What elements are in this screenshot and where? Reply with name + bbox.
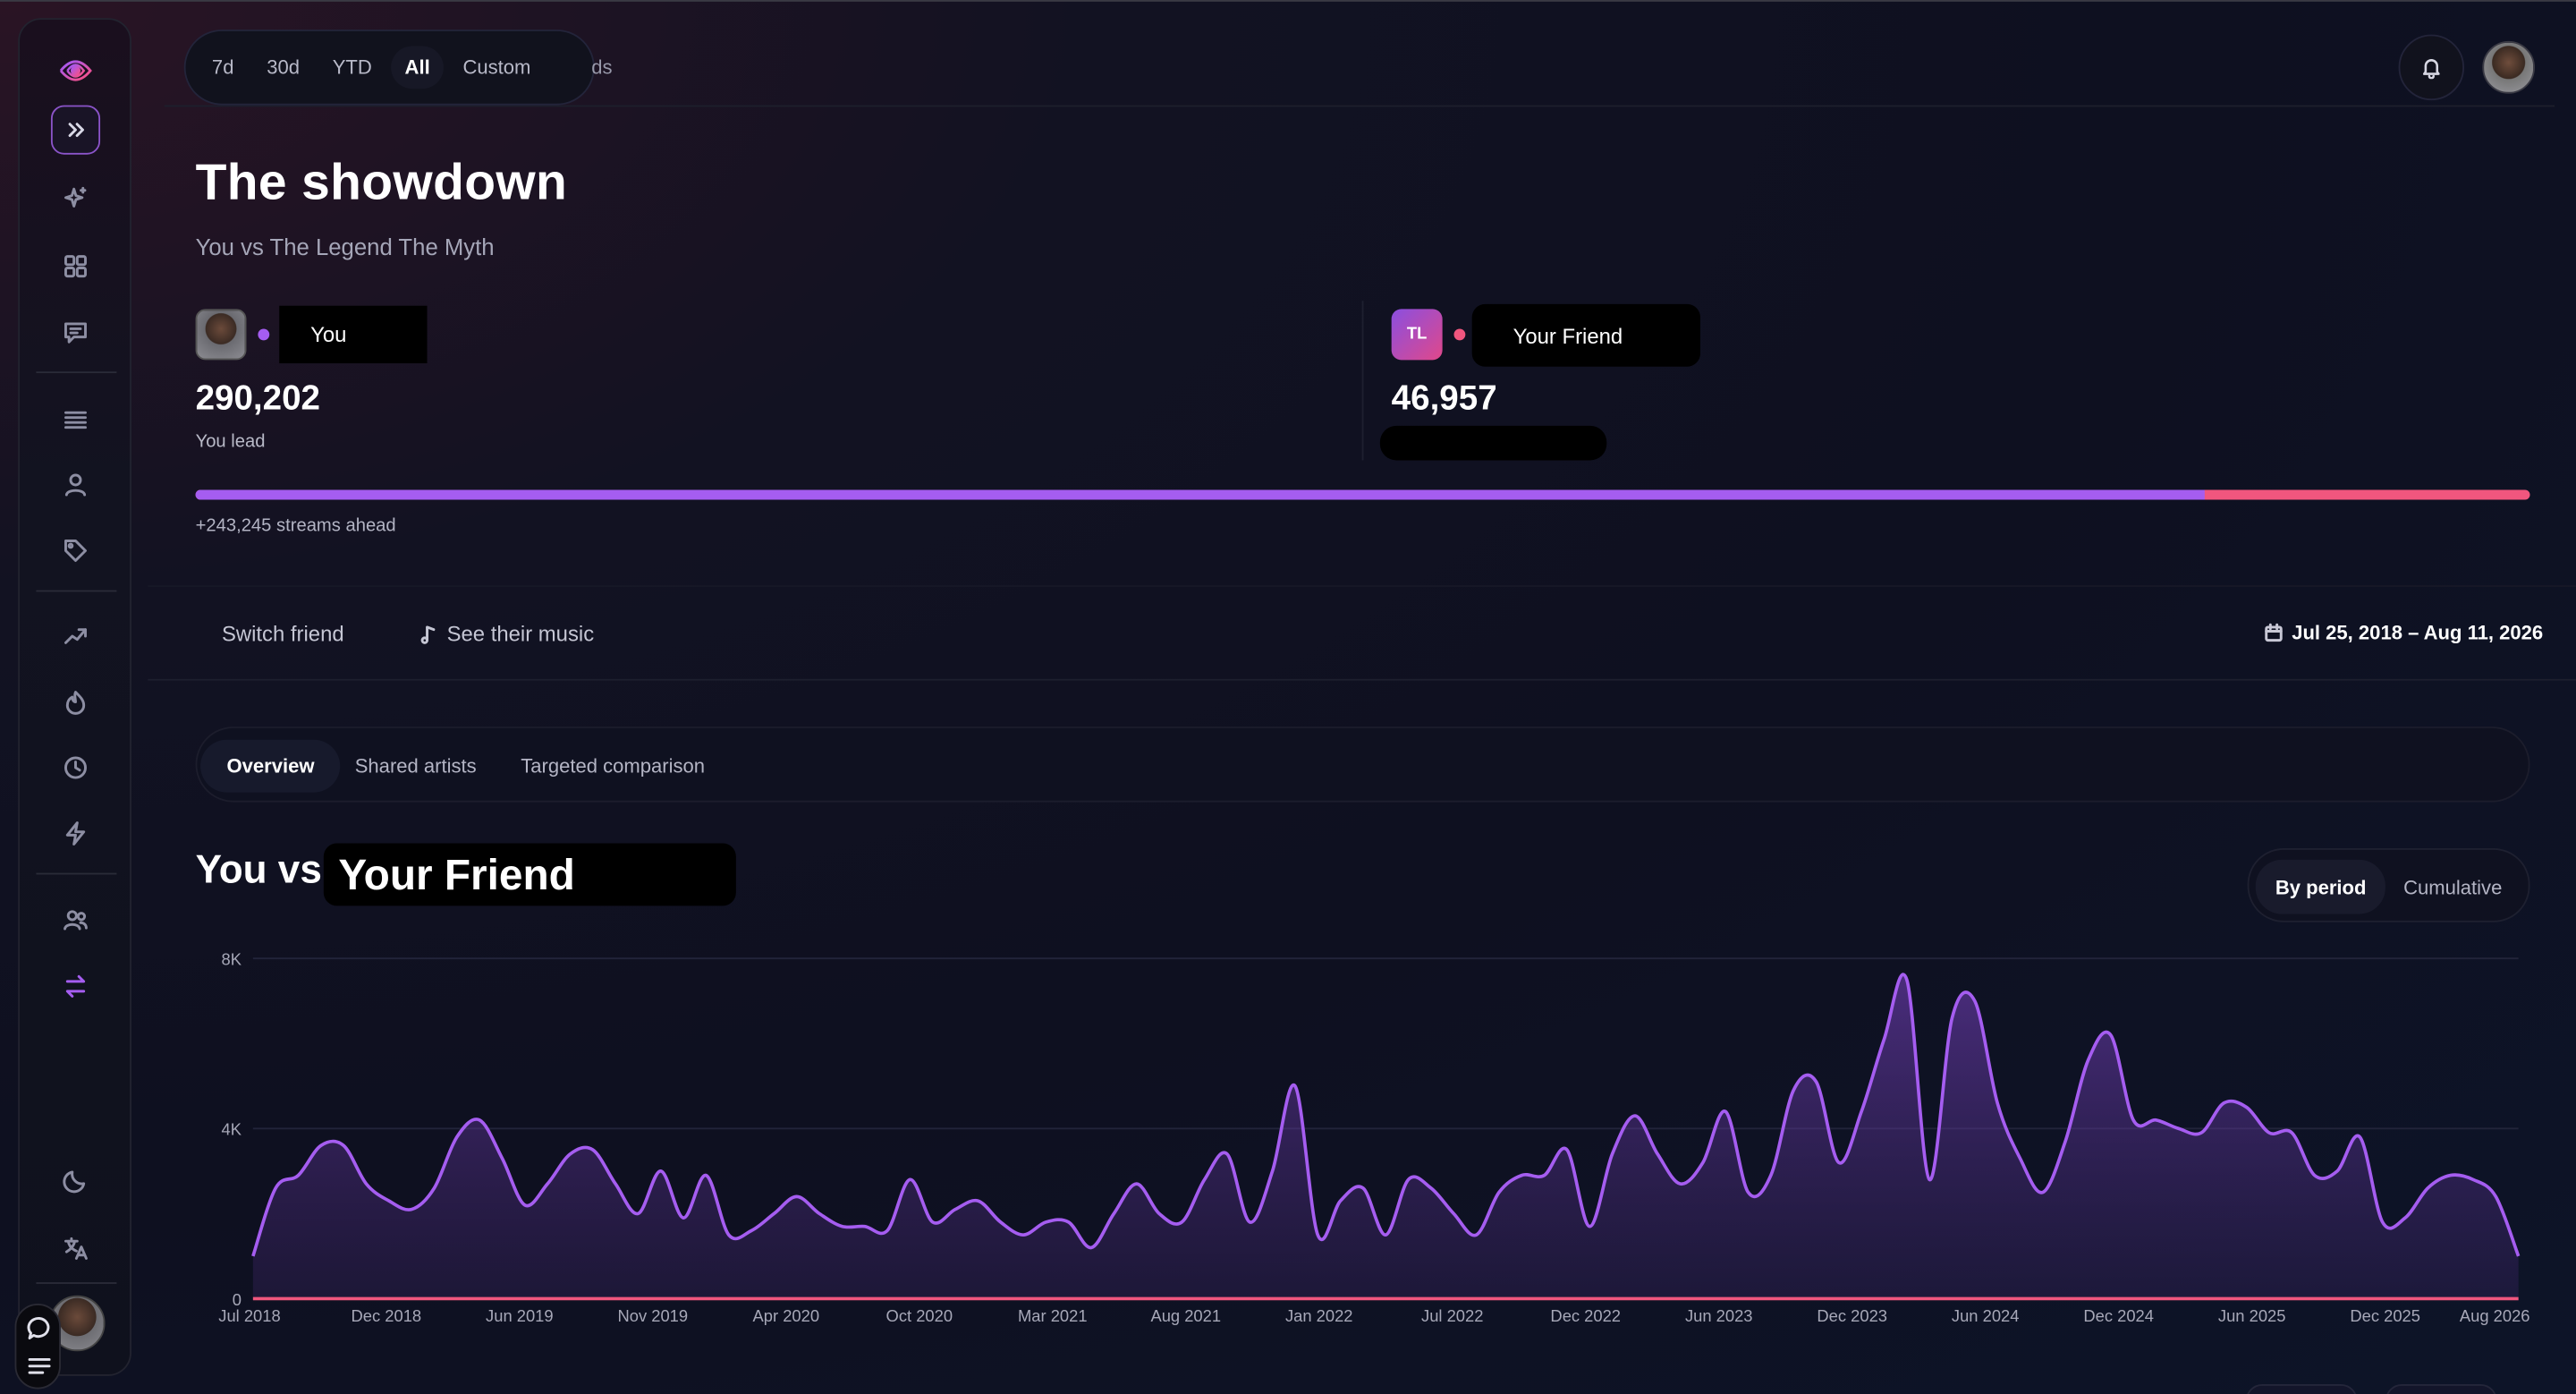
chat-widget-button[interactable] xyxy=(14,1303,61,1390)
sidebar-divider xyxy=(36,1282,117,1284)
period-selector: 7d 30d YTD All Custom xyxy=(183,30,595,106)
lead-progress-fill xyxy=(195,489,2206,500)
x-tick-label: Mar 2021 xyxy=(1018,1306,1088,1325)
streams-ahead-text: +243,245 streams ahead xyxy=(195,515,396,536)
chart-title-prefix: You vs xyxy=(195,848,322,893)
x-tick-label: Nov 2019 xyxy=(618,1306,689,1325)
sidebar xyxy=(18,18,131,1376)
bolt-icon[interactable] xyxy=(55,813,95,853)
tab-targeted-comparison[interactable]: Targeted comparison xyxy=(521,754,706,778)
grid-icon[interactable] xyxy=(55,247,95,286)
x-tick-label: Jan 2022 xyxy=(1285,1306,1353,1325)
bell-icon xyxy=(2422,59,2440,80)
period-ytd[interactable]: YTD xyxy=(332,55,372,80)
user-icon[interactable] xyxy=(55,465,95,505)
menu-icon xyxy=(28,1357,51,1374)
tag-icon[interactable] xyxy=(55,531,95,570)
notifications-button[interactable] xyxy=(2398,34,2465,101)
x-tick-label: Jul 2018 xyxy=(218,1306,280,1325)
clock-icon[interactable] xyxy=(55,748,95,787)
sidebar-divider xyxy=(36,590,117,592)
page-title: The showdown xyxy=(195,152,568,211)
window-top-border xyxy=(0,0,2576,2)
expand-sidebar-button[interactable] xyxy=(50,105,101,155)
trending-icon[interactable] xyxy=(55,616,95,656)
you-stream-count: 290,202 xyxy=(195,379,321,418)
you-avatar xyxy=(195,309,247,361)
x-tick-label: Oct 2020 xyxy=(886,1306,953,1325)
friend-avatar: TL xyxy=(1391,309,1443,361)
x-tick-label: Aug 2026 xyxy=(2460,1306,2530,1325)
translate-icon[interactable] xyxy=(55,1228,95,1267)
you-series-area xyxy=(252,974,2519,1299)
chart-title-friend: Your Friend xyxy=(323,843,736,906)
moon-icon[interactable] xyxy=(55,1160,95,1200)
profile-avatar[interactable] xyxy=(2482,40,2536,94)
mode-by-period[interactable]: By period xyxy=(2255,859,2386,914)
friend-stream-count: 46,957 xyxy=(1391,379,1497,418)
x-tick-label: Dec 2022 xyxy=(1550,1306,1621,1325)
period-custom[interactable]: Custom xyxy=(462,55,531,80)
top-bar: 7d 30d YTD All Custom ds xyxy=(164,30,2555,107)
logo-icon[interactable] xyxy=(55,49,97,92)
sidebar-divider xyxy=(36,872,117,875)
tab-shared-artists[interactable]: Shared artists xyxy=(354,754,477,778)
sidebar-divider xyxy=(36,371,117,374)
message-icon[interactable] xyxy=(55,312,95,352)
see-their-music-label: See their music xyxy=(446,621,595,647)
period-overflow-text: ds xyxy=(591,55,613,80)
swap-icon[interactable] xyxy=(55,966,95,1006)
you-name: You xyxy=(279,305,428,364)
chevrons-right-icon xyxy=(68,123,84,138)
x-tick-label: Apr 2020 xyxy=(753,1306,820,1325)
friend-name: Your Friend xyxy=(1471,303,1700,367)
x-tick-label: Dec 2023 xyxy=(1817,1306,1887,1325)
users-icon[interactable] xyxy=(55,901,95,940)
x-tick-label: Dec 2018 xyxy=(352,1306,422,1325)
flame-icon[interactable] xyxy=(55,682,95,721)
period-30d[interactable]: 30d xyxy=(267,55,300,80)
page-subtitle: You vs The Legend The Myth xyxy=(195,233,495,260)
cropped-button[interactable] xyxy=(2245,1384,2358,1394)
friend-status-redacted xyxy=(1379,425,1607,461)
y-tick-label: 4K xyxy=(222,1120,242,1139)
comparison-tabs: Overview Shared artists Targeted compari… xyxy=(195,727,2530,803)
x-tick-label: Aug 2021 xyxy=(1150,1306,1221,1325)
lead-progress-bar xyxy=(195,489,2530,500)
x-tick-label: Jun 2023 xyxy=(1685,1306,1753,1325)
friend-color-dot xyxy=(1453,328,1466,341)
action-row: Switch friend See their music Jul 25, 20… xyxy=(148,585,2576,681)
tab-overview[interactable]: Overview xyxy=(200,739,341,793)
competitor-divider xyxy=(1361,301,1364,461)
x-tick-label: Jul 2022 xyxy=(1421,1306,1483,1325)
x-tick-label: Dec 2025 xyxy=(2350,1306,2420,1325)
date-range-label: Jul 25, 2018 – Aug 11, 2026 xyxy=(2292,621,2544,645)
x-tick-label: Dec 2024 xyxy=(2083,1306,2154,1325)
see-their-music-link[interactable]: See their music xyxy=(419,621,594,646)
period-7d[interactable]: 7d xyxy=(211,55,234,80)
x-tick-label: Jun 2024 xyxy=(1952,1306,2020,1325)
list-icon[interactable] xyxy=(55,399,95,438)
switch-friend-button[interactable]: Switch friend xyxy=(221,621,344,647)
lead-status: You lead xyxy=(195,432,266,453)
chart-mode-toggle: By period Cumulative xyxy=(2247,848,2530,922)
cropped-button[interactable] xyxy=(2385,1384,2497,1394)
music-note-icon xyxy=(420,625,436,643)
sparkles-icon[interactable] xyxy=(55,179,95,218)
period-all[interactable]: All xyxy=(391,46,444,89)
x-tick-label: Jun 2025 xyxy=(2218,1306,2286,1325)
you-series-line[interactable] xyxy=(251,973,2521,1257)
y-tick-label: 8K xyxy=(222,949,242,968)
calendar-icon xyxy=(2265,623,2283,642)
chat-icon xyxy=(27,1317,50,1340)
date-range-picker[interactable]: Jul 25, 2018 – Aug 11, 2026 xyxy=(2264,621,2543,644)
y-tick-label: 0 xyxy=(233,1290,242,1309)
mode-cumulative[interactable]: Cumulative xyxy=(2403,875,2503,899)
you-color-dot xyxy=(258,328,270,341)
x-tick-label: Jun 2019 xyxy=(486,1306,554,1325)
